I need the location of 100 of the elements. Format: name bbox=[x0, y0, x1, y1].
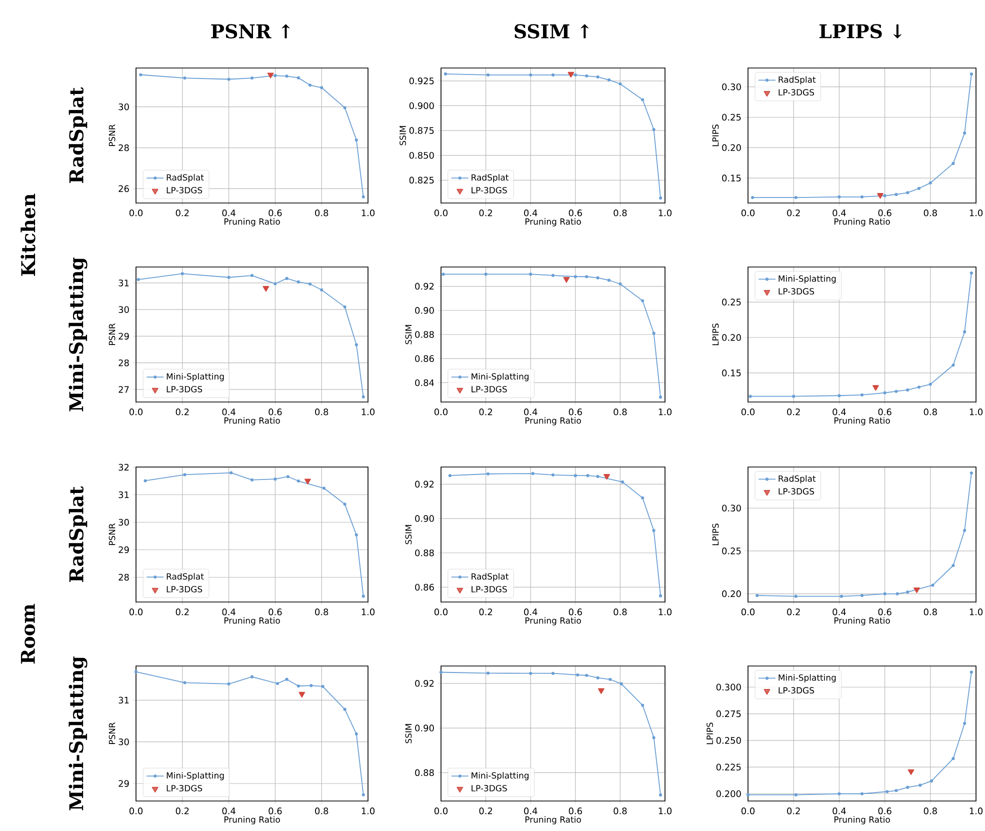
point bbox=[641, 299, 644, 302]
legend-label: LP-3DGS bbox=[166, 186, 202, 194]
point bbox=[917, 386, 921, 389]
point bbox=[529, 672, 532, 675]
x-axis-title: Pruning Ratio bbox=[834, 816, 890, 824]
point bbox=[860, 594, 864, 598]
legend-label: RadSplat bbox=[472, 174, 509, 182]
x-tick-label: 0.2 bbox=[787, 210, 800, 216]
y-axis-title: SSIM bbox=[400, 126, 406, 146]
point bbox=[652, 128, 656, 132]
y-tick-label: 0.225 bbox=[716, 764, 741, 770]
x-tick-label: 0.0 bbox=[129, 408, 143, 416]
legend-label: LP-3DGS bbox=[778, 288, 814, 295]
y-tick-label: 28 bbox=[118, 574, 129, 581]
point bbox=[183, 473, 186, 476]
y-tick-label: 0.20 bbox=[722, 144, 741, 152]
point bbox=[607, 78, 611, 82]
point bbox=[486, 672, 490, 675]
y-tick-label: 0.92 bbox=[415, 680, 434, 687]
point bbox=[322, 486, 326, 490]
x-tick-label: 0.8 bbox=[614, 408, 627, 416]
x-tick-label: 0.6 bbox=[268, 408, 282, 416]
point bbox=[362, 395, 365, 398]
point bbox=[531, 472, 534, 476]
point bbox=[585, 674, 588, 677]
chart-title: SSIM ↑ bbox=[514, 24, 589, 38]
y-axis-title: PSNR bbox=[108, 124, 116, 146]
point bbox=[551, 473, 555, 476]
point bbox=[354, 533, 358, 536]
point bbox=[354, 343, 358, 346]
y-tick-label: 29 bbox=[118, 780, 129, 787]
point bbox=[296, 76, 300, 80]
point bbox=[620, 480, 624, 484]
point bbox=[641, 496, 644, 500]
point bbox=[250, 675, 254, 678]
x-tick-label: 0.6 bbox=[568, 408, 582, 416]
y-axis-title: PSNR bbox=[108, 722, 116, 744]
point bbox=[250, 76, 254, 80]
point bbox=[840, 594, 844, 598]
x-tick-label: 0.0 bbox=[434, 608, 448, 616]
y-axis-title: SSIM bbox=[405, 325, 412, 344]
point bbox=[894, 789, 898, 792]
point bbox=[658, 196, 662, 200]
point bbox=[585, 275, 588, 278]
y-tick-label: 0.20 bbox=[722, 334, 741, 341]
point bbox=[914, 587, 920, 594]
legend-label: LP-3DGS bbox=[472, 186, 507, 194]
point bbox=[618, 282, 622, 286]
point bbox=[183, 76, 186, 80]
point bbox=[794, 594, 798, 598]
legend-label: Mini-Splatting bbox=[778, 674, 836, 682]
x-tick-label: 0.4 bbox=[524, 608, 538, 616]
point bbox=[484, 272, 488, 276]
point bbox=[952, 757, 955, 760]
point bbox=[598, 688, 604, 694]
x-tick-label: 0.0 bbox=[741, 408, 755, 416]
point bbox=[296, 684, 300, 688]
legend-label: Mini-Splatting bbox=[472, 373, 529, 382]
x-axis-title: Pruning Ratio bbox=[224, 816, 280, 824]
point bbox=[596, 676, 600, 680]
x-tick-label: 0.0 bbox=[741, 808, 755, 814]
point bbox=[343, 305, 346, 308]
x-tick-label: 0.6 bbox=[268, 808, 282, 814]
point bbox=[952, 162, 955, 166]
point bbox=[286, 475, 290, 478]
text: Mini-Splatting bbox=[68, 656, 88, 810]
x-tick-label: 0.4 bbox=[832, 210, 846, 216]
legend-label: LP-3DGS bbox=[778, 687, 814, 694]
point bbox=[343, 106, 346, 110]
point bbox=[906, 786, 910, 789]
legend-label: LP-3DGS bbox=[472, 586, 507, 592]
point bbox=[896, 592, 899, 596]
x-tick-label: 0.0 bbox=[434, 808, 448, 814]
point bbox=[970, 72, 973, 76]
x-tick-label: 0.2 bbox=[479, 608, 492, 616]
point bbox=[321, 684, 324, 688]
x-tick-label: 0.8 bbox=[315, 608, 328, 616]
x-tick-label: 0.6 bbox=[568, 808, 582, 814]
x-tick-label: 0.2 bbox=[176, 210, 189, 216]
point bbox=[586, 474, 590, 478]
point bbox=[860, 195, 864, 198]
x-tick-label: 0.2 bbox=[479, 408, 492, 416]
point bbox=[963, 330, 966, 334]
x-tick-label: 0.2 bbox=[479, 808, 492, 814]
point bbox=[751, 196, 754, 200]
x-tick-label: 0.8 bbox=[614, 210, 627, 216]
legend-label: LP-3DGS bbox=[166, 784, 202, 792]
y-tick-label: 0.15 bbox=[722, 174, 741, 182]
x-tick-label: 0.8 bbox=[614, 808, 627, 814]
point bbox=[886, 790, 889, 794]
y-tick-label: 0.30 bbox=[722, 504, 741, 512]
chart-title: PSNR ↑ bbox=[211, 24, 290, 38]
y-axis-title: LPIPS bbox=[712, 124, 719, 146]
point bbox=[596, 474, 600, 478]
point bbox=[362, 195, 365, 198]
x-tick-label: 0.8 bbox=[315, 408, 328, 416]
point bbox=[748, 394, 752, 398]
y-axis-title: LPIPS bbox=[712, 324, 719, 346]
point bbox=[320, 86, 324, 90]
x-tick-label: 0.4 bbox=[222, 808, 236, 814]
